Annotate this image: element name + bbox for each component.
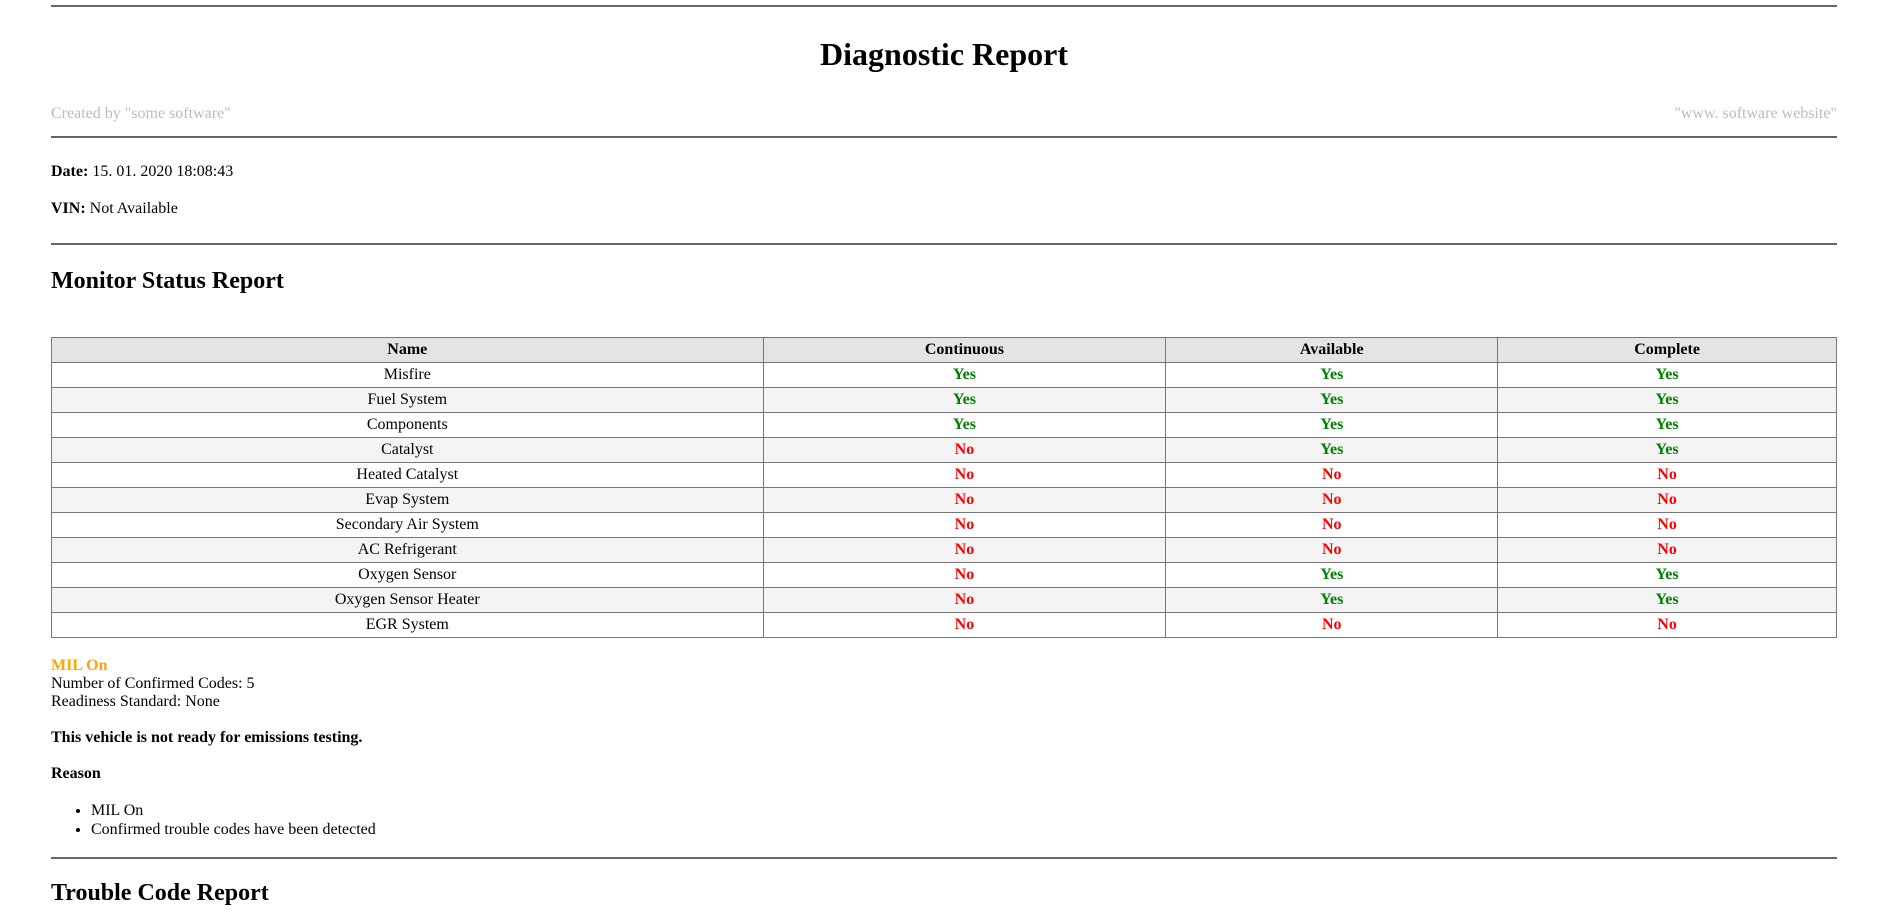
created-by: Created by "some software" xyxy=(51,105,231,122)
cell-complete: No xyxy=(1497,612,1837,638)
cell-name: Oxygen Sensor xyxy=(51,562,764,588)
table-row: Oxygen Sensor Heater No Yes Yes xyxy=(51,587,1837,613)
table-row: Misfire Yes Yes Yes xyxy=(51,362,1837,388)
date-value: 15. 01. 2020 18:08:43 xyxy=(92,163,234,180)
cell-name: Components xyxy=(51,412,764,438)
column-header-complete: Complete xyxy=(1497,337,1837,363)
table-row: Evap System No No No xyxy=(51,487,1837,513)
cell-available: No xyxy=(1165,612,1499,638)
cell-name: AC Refrigerant xyxy=(51,537,764,563)
table-row: AC Refrigerant No No No xyxy=(51,537,1837,563)
cell-complete: No xyxy=(1497,487,1837,513)
cell-complete: Yes xyxy=(1497,587,1837,613)
reason-item: Confirmed trouble codes have been detect… xyxy=(91,820,1837,839)
divider xyxy=(51,243,1837,245)
cell-continuous: No xyxy=(762,437,1167,463)
cell-available: Yes xyxy=(1165,587,1499,613)
cell-complete: Yes xyxy=(1497,562,1837,588)
reason-item: MIL On xyxy=(91,801,1837,820)
cell-name: Oxygen Sensor Heater xyxy=(51,587,764,613)
cell-name: Heated Catalyst xyxy=(51,462,764,488)
cell-continuous: Yes xyxy=(762,387,1167,413)
cell-complete: No xyxy=(1497,512,1837,538)
cell-continuous: No xyxy=(762,537,1167,563)
vin-value: Not Available xyxy=(89,200,178,217)
divider xyxy=(51,136,1837,138)
cell-name: Catalyst xyxy=(51,437,764,463)
cell-continuous: No xyxy=(762,512,1167,538)
divider xyxy=(51,5,1837,7)
cell-complete: Yes xyxy=(1497,387,1837,413)
table-row: Fuel System Yes Yes Yes xyxy=(51,387,1837,413)
table-row: Components Yes Yes Yes xyxy=(51,412,1837,438)
cell-complete: No xyxy=(1497,462,1837,488)
table-row: EGR System No No No xyxy=(51,612,1837,638)
column-header-name: Name xyxy=(51,337,764,363)
cell-available: No xyxy=(1165,537,1499,563)
divider xyxy=(51,857,1837,859)
reason-label: Reason xyxy=(51,765,101,782)
cell-name: Fuel System xyxy=(51,387,764,413)
website: "www. software website" xyxy=(1674,105,1837,122)
report-page: Diagnostic Report Created by "some softw… xyxy=(51,5,1837,907)
cell-complete: Yes xyxy=(1497,362,1837,388)
table-row: Catalyst No Yes Yes xyxy=(51,437,1837,463)
table-row: Oxygen Sensor No Yes Yes xyxy=(51,562,1837,588)
date-label: Date: xyxy=(51,163,89,180)
trouble-code-title: Trouble Code Report xyxy=(51,880,269,906)
cell-available: Yes xyxy=(1165,412,1499,438)
table-header-row: Name Continuous Available Complete xyxy=(51,337,1837,363)
confirmed-codes: Number of Confirmed Codes: 5 xyxy=(51,675,255,692)
cell-continuous: No xyxy=(762,462,1167,488)
cell-name: EGR System xyxy=(51,612,764,638)
cell-continuous: No xyxy=(762,612,1167,638)
cell-available: No xyxy=(1165,487,1499,513)
cell-available: Yes xyxy=(1165,362,1499,388)
readiness-message: This vehicle is not ready for emissions … xyxy=(51,729,363,746)
page-title: Diagnostic Report xyxy=(820,36,1068,72)
cell-continuous: No xyxy=(762,587,1167,613)
column-header-continuous: Continuous xyxy=(762,337,1167,363)
cell-available: No xyxy=(1165,512,1499,538)
vin-label: VIN: xyxy=(51,200,86,217)
monitor-status-title: Monitor Status Report xyxy=(51,268,284,294)
monitor-status-table: Name Continuous Available Complete Misfi… xyxy=(51,337,1837,638)
cell-complete: Yes xyxy=(1497,437,1837,463)
cell-complete: No xyxy=(1497,537,1837,563)
cell-continuous: No xyxy=(762,487,1167,513)
cell-available: Yes xyxy=(1165,387,1499,413)
table-row: Heated Catalyst No No No xyxy=(51,462,1837,488)
reason-list: MIL On Confirmed trouble codes have been… xyxy=(51,801,1837,839)
cell-name: Misfire xyxy=(51,362,764,388)
report-meta: Date: 15. 01. 2020 18:08:43 VIN: Not Ava… xyxy=(51,163,1837,218)
column-header-available: Available xyxy=(1165,337,1499,363)
vin-line: VIN: Not Available xyxy=(51,200,1837,218)
cell-available: Yes xyxy=(1165,437,1499,463)
cell-continuous: Yes xyxy=(762,362,1167,388)
cell-continuous: Yes xyxy=(762,412,1167,438)
table-row: Secondary Air System No No No xyxy=(51,512,1837,538)
cell-name: Secondary Air System xyxy=(51,512,764,538)
cell-name: Evap System xyxy=(51,487,764,513)
cell-continuous: No xyxy=(762,562,1167,588)
cell-available: No xyxy=(1165,462,1499,488)
readiness-standard: Readiness Standard: None xyxy=(51,693,220,710)
cell-complete: Yes xyxy=(1497,412,1837,438)
credits-row: Created by "some software" "www. softwar… xyxy=(51,105,1837,123)
mil-status: MIL On xyxy=(51,657,108,674)
cell-available: Yes xyxy=(1165,562,1499,588)
date-line: Date: 15. 01. 2020 18:08:43 xyxy=(51,163,1837,181)
